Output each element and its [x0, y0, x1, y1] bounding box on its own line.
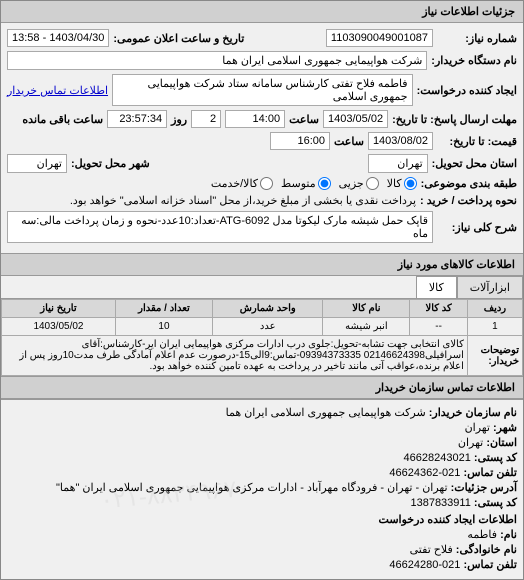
delivery-city-label: شهر محل تحویل: [71, 157, 150, 170]
remaining-time: 23:57:34 [107, 110, 167, 128]
price-valid-time-label: ساعت [334, 135, 364, 148]
buyer-note-row: توضیحات خریدار: کالای انتخابی جهت تشابه-… [2, 336, 523, 376]
contact-postal2-label: کد پستی: [474, 497, 517, 509]
packaging-label: طبقه بندی موضوعی: [421, 177, 517, 190]
col-row: ردیف [467, 300, 522, 318]
public-datetime-label: تاریخ و ساعت اعلان عمومی: [113, 32, 244, 45]
contact-address-label: آدرس جزئیات: [451, 482, 517, 494]
contact-section-title: اطلاعات تماس سازمان خریدار [1, 376, 523, 399]
cell-date: 1403/05/02 [2, 318, 116, 336]
contact-phone2-label: تلفن تماس: [463, 559, 517, 571]
cell-qty: 10 [115, 318, 212, 336]
tab-tools[interactable]: ابزارآلات [457, 276, 523, 298]
buyer-note-label: توضیحات خریدار: [467, 336, 522, 376]
radio-service-label: کالا/خدمت [211, 177, 258, 190]
delivery-city: تهران [7, 154, 67, 173]
buyer-org-value: شرکت هواپیمایی جمهوری اسلامی ایران هما [7, 51, 427, 70]
deadline-send-time: 14:00 [225, 110, 285, 128]
contact-phone2: 021-46624280 [389, 559, 460, 571]
remaining-days-label: روز [171, 113, 187, 126]
tab-goods[interactable]: کالا [416, 276, 457, 298]
delivery-province: تهران [368, 154, 428, 173]
deadline-send-date: 1403/05/02 [323, 110, 388, 128]
cell-unit: عدد [213, 318, 323, 336]
cell-name: انبر شیشه [323, 318, 410, 336]
col-date: تاریخ نیاز [2, 300, 116, 318]
creator-value: فاطمه فلاح تفتی کارشناس سامانه ستاد شرکت… [112, 74, 413, 106]
contact-name: فاطمه [467, 529, 497, 541]
radio-service[interactable]: کالا/خدمت [211, 177, 273, 190]
price-valid-time: 16:00 [270, 132, 330, 150]
contact-link[interactable]: اطلاعات تماس خریدار [7, 84, 108, 97]
contact-postal-label: کد پستی: [474, 452, 517, 464]
contact-family-label: نام خانوادگی: [456, 544, 517, 556]
radio-medium[interactable]: متوسط [281, 177, 331, 190]
buyer-org-label: نام دستگاه خریدار: [431, 54, 517, 67]
contact-org-label: نام سازمان خریدار: [429, 407, 517, 419]
radio-part-label: جزیی [339, 177, 364, 190]
remaining-days: 2 [191, 110, 221, 128]
col-name: نام کالا [323, 300, 410, 318]
contact-city: تهران [465, 422, 490, 434]
price-valid-label: قیمت: تا تاریخ: [437, 135, 517, 148]
price-valid-date: 1403/08/02 [368, 132, 433, 150]
cell-code: -- [410, 318, 467, 336]
deadline-time-label: ساعت [289, 113, 319, 126]
public-datetime-value: 1403/04/30 - 13:58 [7, 29, 109, 47]
request-no-value: 1103090049001087 [326, 29, 433, 47]
table-row: 1 -- انبر شیشه عدد 10 1403/05/02 [2, 318, 523, 336]
radio-medium-label: متوسط [281, 177, 316, 190]
cell-row: 1 [467, 318, 522, 336]
contact-province: تهران [458, 437, 483, 449]
payment-label: نحوه پرداخت / خرید : [420, 194, 517, 207]
contact-name-label: نام: [500, 529, 517, 541]
deadline-send-label: مهلت ارسال پاسخ: تا تاریخ: [392, 113, 517, 126]
radio-goods-label: کالا [387, 177, 402, 190]
request-no-label: شماره نیاز: [437, 32, 517, 45]
contact-postal: 46628243021 [404, 452, 471, 464]
creator-section-title: اطلاعات ایجاد کننده درخواست [7, 513, 517, 526]
need-desc: قاپک حمل شیشه مارک لیکوتا مدل ATG-6092-ت… [7, 211, 433, 243]
contact-province-label: استان: [486, 437, 517, 449]
page-title: جزئیات اطلاعات نیاز [1, 1, 523, 23]
goods-section-title: اطلاعات کالاهای مورد نیاز [1, 253, 523, 276]
creator-label: ایجاد کننده درخواست: [417, 84, 517, 97]
remaining-suffix: ساعت باقی مانده [22, 113, 103, 126]
contact-phone-label: تلفن تماس: [463, 467, 517, 479]
radio-part[interactable]: جزیی [339, 177, 379, 190]
contact-family: فلاح تفتی [410, 544, 453, 556]
col-code: کد کالا [410, 300, 467, 318]
contact-postal2: 1387833911 [410, 497, 470, 509]
goods-table: ردیف کد کالا نام کالا واحد شمارش تعداد /… [1, 299, 523, 376]
contact-address: تهران - تهران - فرودگاه مهرآباد - ادارات… [56, 482, 448, 494]
col-qty: تعداد / مقدار [115, 300, 212, 318]
buyer-note: کالای انتخابی جهت تشابه-تحویل:جلوی درب ا… [2, 336, 468, 376]
payment-text: پرداخت نقدی یا بخشی از مبلغ خرید،از محل … [70, 194, 416, 207]
contact-phone: 021-46624362 [389, 467, 460, 479]
radio-goods[interactable]: کالا [387, 177, 417, 190]
col-unit: واحد شمارش [213, 300, 323, 318]
contact-org: شرکت هواپیمایی جمهوری اسلامی ایران هما [226, 407, 426, 419]
delivery-province-label: استان محل تحویل: [432, 157, 517, 170]
need-desc-label: شرح کلی نیاز: [437, 221, 517, 234]
contact-city-label: شهر: [493, 422, 517, 434]
